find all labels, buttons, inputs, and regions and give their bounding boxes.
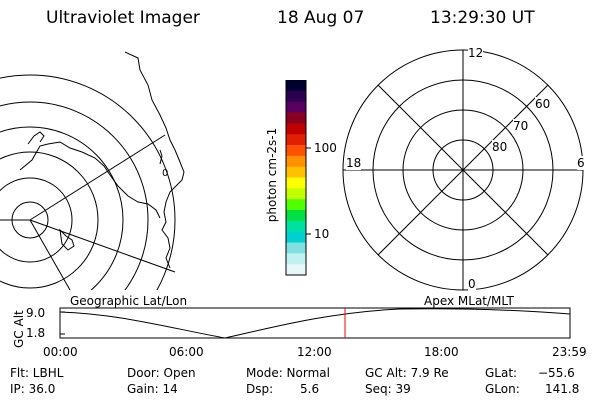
lon-line — [29, 219, 71, 290]
lat-label-80: 80 — [492, 140, 508, 154]
polar-mlat-mlt-plot — [342, 49, 584, 291]
apex-panel-label: Apex MLat/MLT — [424, 294, 514, 308]
colorbar-cell — [286, 231, 306, 243]
polar-diagonal — [377, 84, 549, 256]
colorbar-tick-100: 100 — [314, 141, 337, 155]
colorbar-cell — [286, 112, 306, 124]
instrument-title: Ultraviolet Imager — [46, 8, 200, 28]
coastline-south — [19, 141, 161, 219]
lat-label-60: 60 — [535, 97, 551, 111]
orbit-xtick: 12:00 — [297, 345, 332, 359]
colorbar-cell — [286, 210, 306, 222]
dsp-label: Dsp: — [246, 382, 274, 396]
colorbar-cell — [286, 80, 306, 92]
colorbar-cell — [286, 177, 306, 189]
svg-text:0: 0 — [162, 168, 168, 179]
colorbar-cell — [286, 242, 306, 254]
orbit-xtick: 18:00 — [424, 345, 459, 359]
colorbar-unit-label: photon cm-2s-1 — [265, 127, 279, 223]
coastline-east — [124, 51, 185, 269]
lat-circle — [0, 101, 149, 290]
glon-value: 141.8 — [545, 382, 580, 396]
dsp-value: 5.6 — [300, 382, 320, 396]
coastline-gulf — [27, 131, 45, 145]
lat-circle — [0, 74, 176, 290]
mlt-label-0: 0 — [468, 277, 476, 291]
seq-label: Seq: 39 — [365, 382, 411, 396]
colorbar-cell — [286, 145, 306, 157]
lat-circle — [0, 126, 124, 290]
glat-label: GLat: — [485, 366, 518, 380]
geographic-map: 0 — [0, 51, 185, 290]
island-tasmania — [59, 228, 75, 251]
orbit-xtick: 23:59 — [552, 345, 587, 359]
colorbar-cell — [286, 166, 306, 178]
gain-label: Gain: 14 — [127, 382, 178, 396]
lon-line — [29, 219, 176, 273]
colorbar-cell — [286, 199, 306, 211]
colorbar-cell — [286, 253, 306, 265]
gc-alt-label: GC Alt: 7.9 Re — [365, 366, 449, 380]
mlt-label-18: 18 — [346, 156, 362, 170]
mlt-label-12: 12 — [468, 46, 484, 60]
mode-label: Mode: Normal — [246, 366, 330, 380]
colorbar-cell — [286, 188, 306, 200]
colorbar-cell — [286, 264, 306, 276]
time-label: 13:29:30 UT — [430, 8, 535, 28]
orbit-ytick-1-8: 1.8 — [26, 326, 46, 340]
glon-label: GLon: — [485, 382, 520, 396]
lat-circle — [0, 151, 99, 289]
date-label: 18 Aug 07 — [277, 8, 365, 28]
ip-label: IP: 36.0 — [10, 382, 56, 396]
orbit-ytick-9: 9.0 — [26, 306, 46, 320]
orbit-ylabel: GC Alt — [12, 310, 26, 348]
door-label: Door: Open — [127, 366, 196, 380]
orbit-xtick: 06:00 — [169, 345, 204, 359]
coastline-detail — [159, 149, 163, 165]
mlt-label-6: 6 — [577, 156, 585, 170]
glat-value: −55.6 — [538, 366, 575, 380]
colorbar-cell — [286, 155, 306, 168]
colorbar-tick-10: 10 — [314, 227, 330, 241]
colorbar-cell — [286, 134, 306, 146]
geographic-panel-label: Geographic Lat/Lon — [70, 294, 188, 308]
colorbar: 100 10 photon cm-2s-1 — [262, 79, 337, 284]
lon-line — [29, 134, 166, 221]
altitude-curve — [59, 308, 571, 339]
lat-circle — [0, 177, 73, 263]
colorbar-cell — [286, 123, 306, 135]
filter-label: Flt: LBHL — [10, 366, 64, 380]
orbit-xtick: 00:00 — [43, 345, 78, 359]
colorbar-cell — [286, 90, 306, 103]
colorbar-cell — [286, 220, 306, 233]
colorbar-cell — [286, 101, 306, 113]
orbit-altitude-plot — [59, 307, 571, 339]
lat-label-70: 70 — [513, 119, 529, 133]
